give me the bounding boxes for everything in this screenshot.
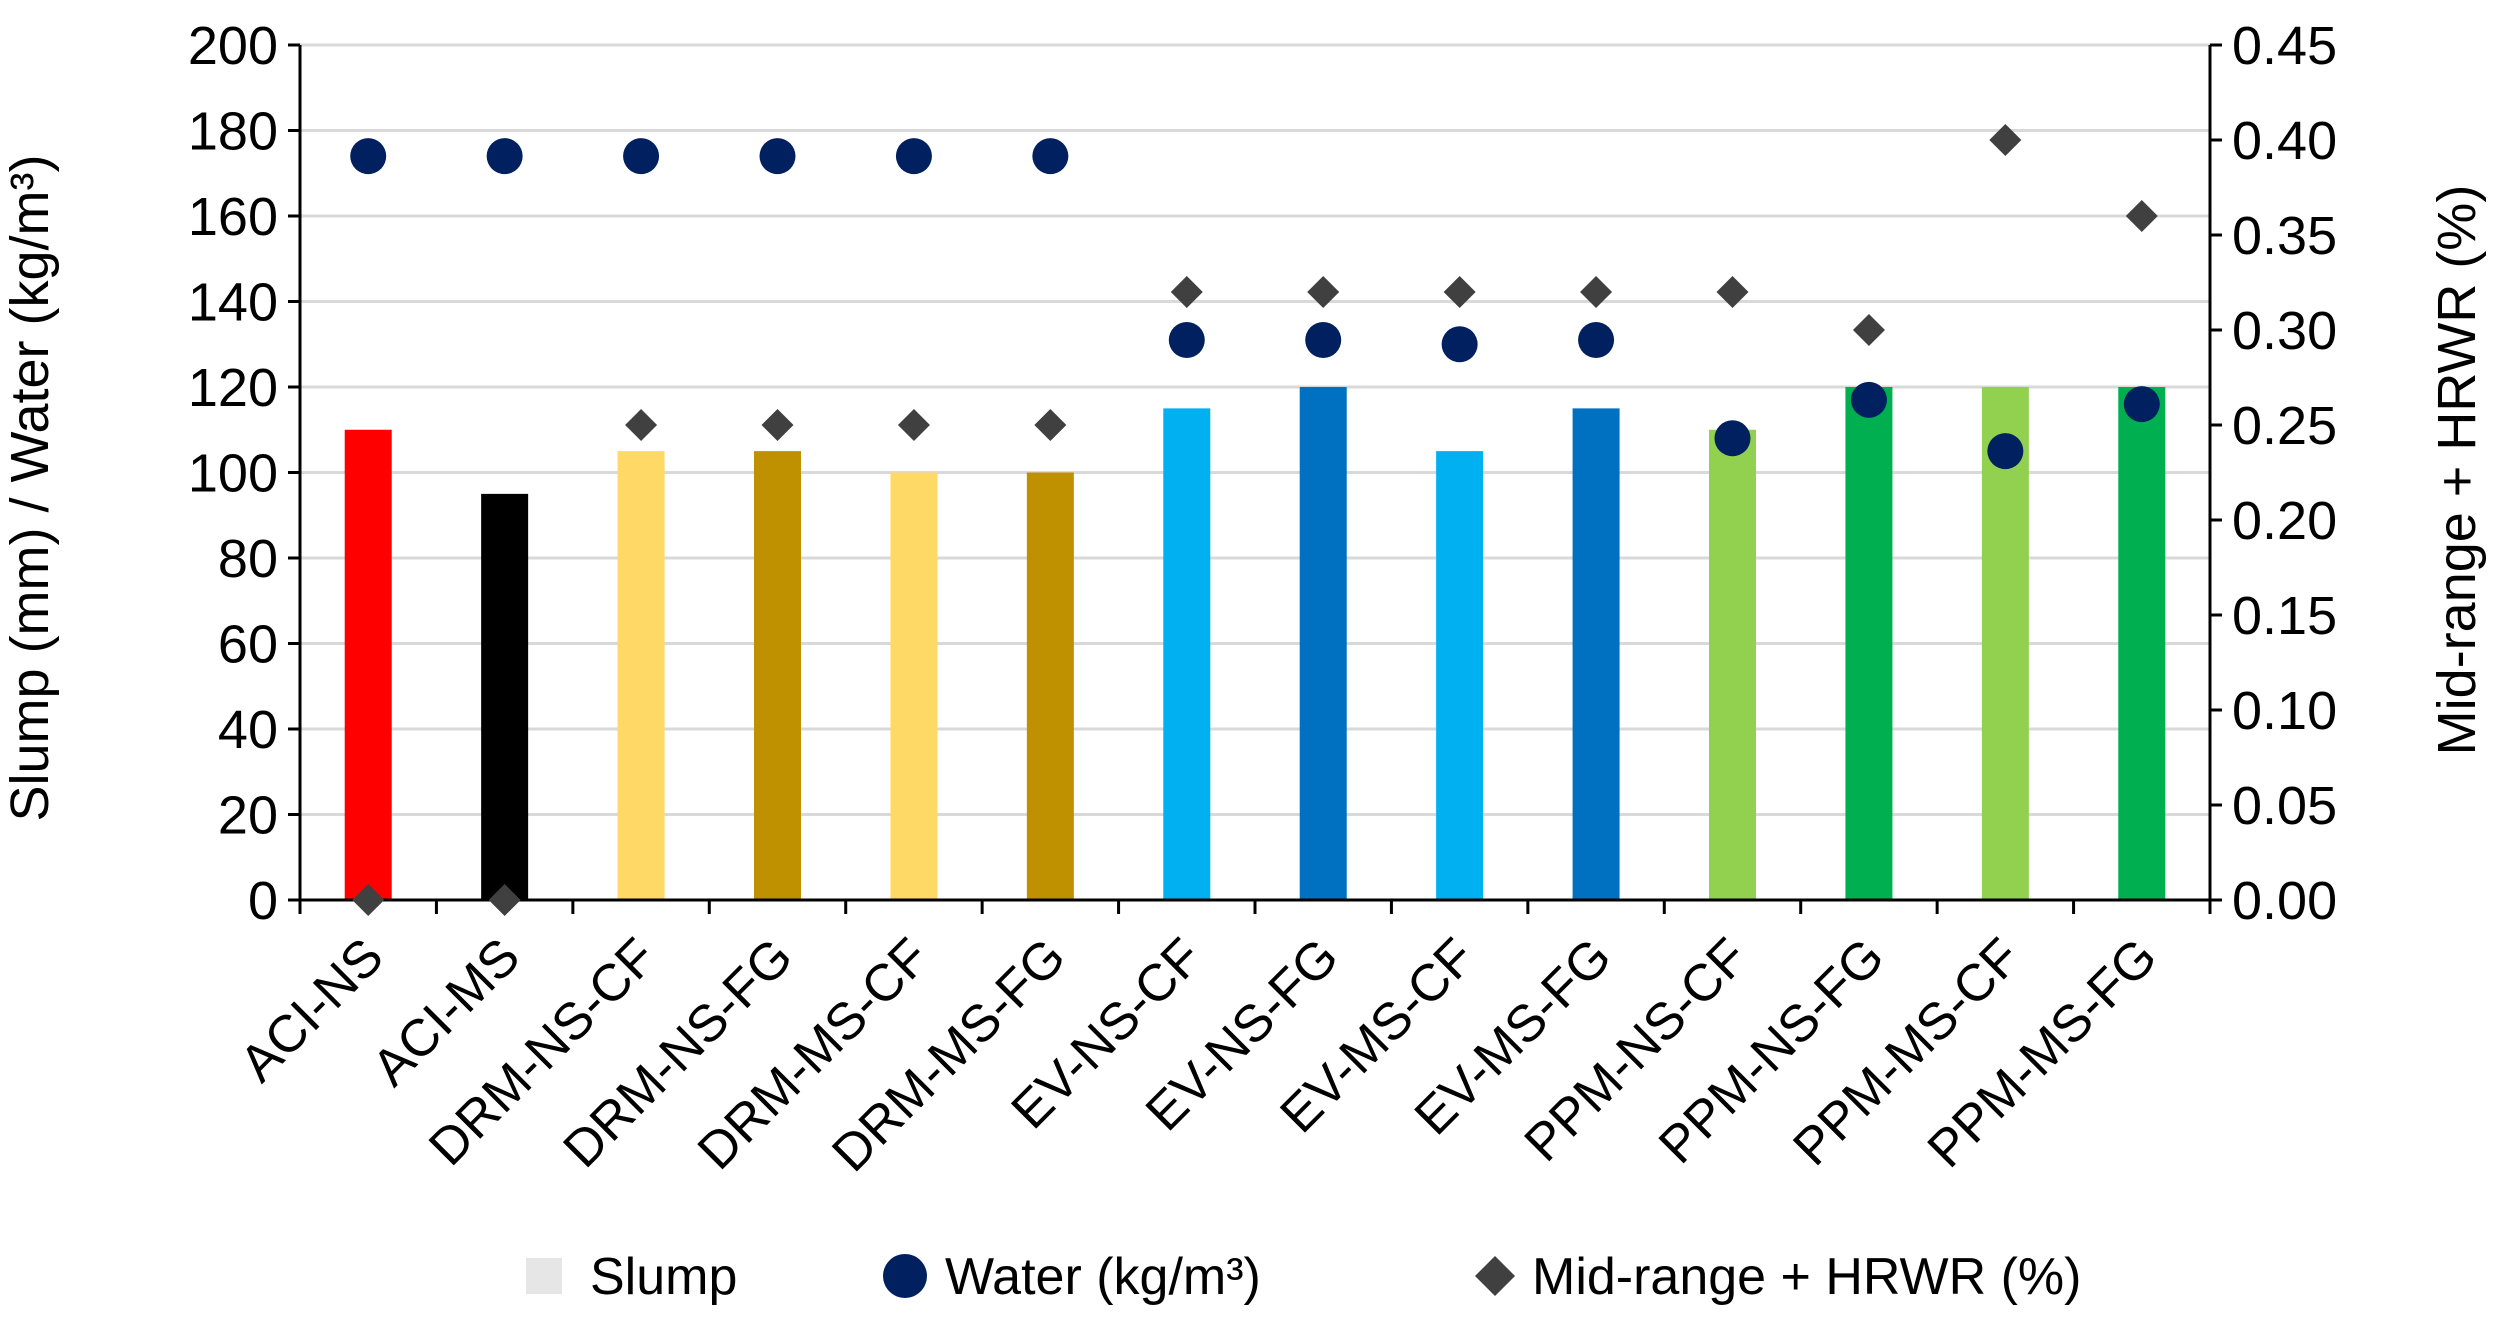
- water-points: [350, 138, 2160, 470]
- left-tick-label: 160: [188, 187, 278, 247]
- hrwr-point: [625, 409, 658, 441]
- water-point: [1168, 321, 1205, 358]
- water-point: [2123, 386, 2160, 423]
- right-axis-ticks: 0.00 0.05 0.10 0.15 0.20 0.25 0.30 0.35 0.40 0.45: [2232, 16, 2337, 931]
- right-tick-label: 0.00: [2232, 871, 2337, 931]
- water-point: [1987, 433, 2024, 470]
- gridlines: [300, 43, 2210, 902]
- left-tick-label: 120: [188, 358, 278, 418]
- right-tick-label: 0.40: [2232, 111, 2337, 171]
- slump-bar: [1026, 472, 1074, 900]
- right-axis-title: Mid-range + HRWR (%): [2427, 185, 2487, 756]
- legend: Slump Water (kg/m³) Mid-range + HRWR (%): [526, 1248, 2081, 1306]
- slump-bar: [1709, 429, 1756, 900]
- legend-slump-swatch: [526, 1258, 562, 1294]
- left-axis-title: Slump (mm) / Water (kg/m³): [0, 155, 60, 822]
- slump-bar: [754, 451, 801, 900]
- hrwr-point: [1034, 409, 1067, 441]
- legend-water-marker: [883, 1254, 927, 1298]
- right-tick-label: 0.05: [2232, 776, 2337, 836]
- left-tick-label: 20: [218, 786, 278, 846]
- water-point: [759, 138, 796, 175]
- left-tick-label: 80: [218, 529, 278, 589]
- hrwr-point: [1989, 124, 2022, 156]
- category-label: ACI-NS: [229, 927, 395, 1093]
- right-tick-label: 0.20: [2232, 491, 2337, 551]
- water-point: [895, 138, 932, 175]
- slump-bar: [890, 472, 938, 900]
- hrwr-point: [761, 409, 794, 441]
- water-point: [1714, 420, 1751, 457]
- right-tick-label: 0.15: [2232, 586, 2337, 646]
- water-point: [1032, 138, 1069, 175]
- slump-bar: [1436, 451, 1484, 900]
- water-point: [1441, 326, 1478, 363]
- water-point: [1305, 321, 1342, 358]
- left-tick-label: 140: [188, 273, 278, 333]
- left-tick-label: 180: [188, 102, 278, 162]
- left-tick-label: 200: [188, 16, 278, 76]
- hrwr-point: [488, 884, 521, 916]
- left-tick-label: 60: [218, 615, 278, 675]
- hrwr-point: [2125, 200, 2158, 232]
- slump-bars: [344, 387, 2166, 900]
- hrwr-point: [352, 884, 385, 916]
- hrwr-point: [1580, 276, 1613, 308]
- legend-water-label: Water (kg/m³): [945, 1248, 1261, 1306]
- water-point: [1850, 381, 1887, 418]
- hrwr-point: [1170, 276, 1203, 308]
- right-tick-label: 0.35: [2232, 206, 2337, 266]
- water-point: [1578, 321, 1615, 358]
- hrwr-point: [1443, 276, 1476, 308]
- hrwr-point: [1307, 276, 1340, 308]
- hrwr-point: [897, 409, 930, 441]
- hrwr-point: [1852, 314, 1885, 346]
- water-point: [623, 138, 660, 175]
- slump-bar: [1845, 387, 1893, 900]
- legend-slump-label: Slump: [590, 1248, 737, 1306]
- water-point: [350, 138, 387, 175]
- legend-hrwr-label: Mid-range + HRWR (%): [1532, 1248, 2081, 1306]
- left-tick-label: 40: [218, 700, 278, 760]
- right-tick-label: 0.45: [2232, 16, 2337, 76]
- left-tick-label: 100: [188, 444, 278, 504]
- slump-bar: [1163, 408, 1211, 900]
- slump-bar: [481, 493, 529, 900]
- slump-bar: [1981, 387, 2029, 900]
- legend-hrwr-marker: [1475, 1256, 1515, 1296]
- left-axis-ticks: 0 20 40 60 80 100 120 140 160 180 200: [188, 16, 278, 931]
- hrwr-point: [1716, 276, 1749, 308]
- slump-bar: [1299, 387, 1347, 900]
- right-tick-label: 0.10: [2232, 681, 2337, 741]
- left-tick-label: 0: [248, 871, 278, 931]
- right-tick-label: 0.25: [2232, 396, 2337, 456]
- slump-bar: [344, 429, 392, 900]
- slump-bar: [617, 451, 665, 900]
- category-labels: ACI-NSACI-MSDRM-NS-CFDRM-NS-FGDRM-MS-CFD…: [229, 927, 2168, 1182]
- slump-bar: [2118, 387, 2166, 900]
- slump-bar: [1572, 408, 1620, 900]
- water-point: [486, 138, 523, 175]
- right-tick-label: 0.30: [2232, 301, 2337, 361]
- hrwr-points: [352, 124, 2158, 916]
- axes: [288, 43, 2222, 914]
